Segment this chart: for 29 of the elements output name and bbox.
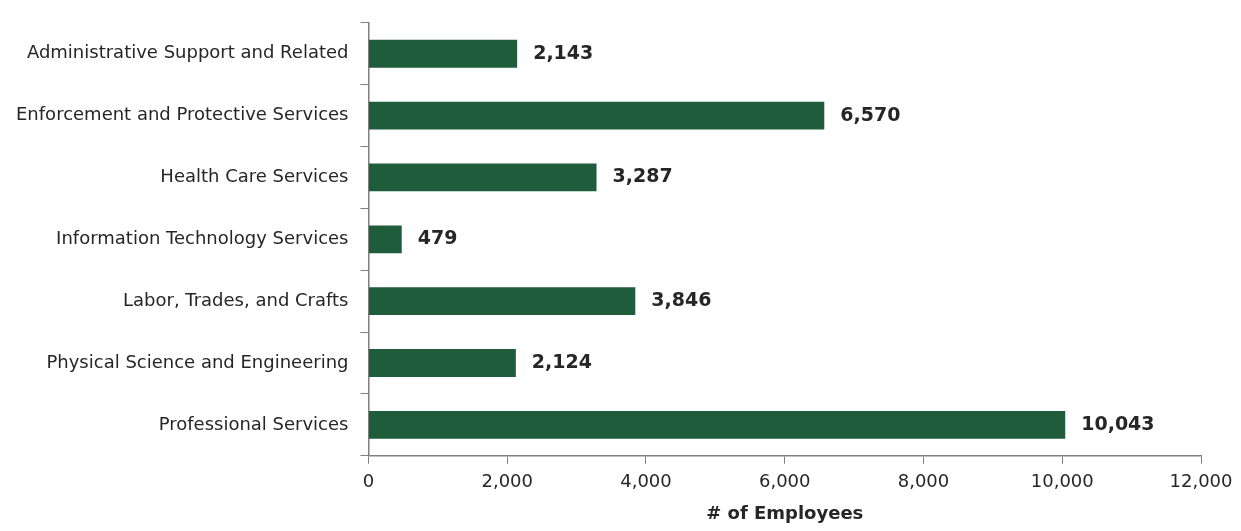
bar xyxy=(368,287,636,316)
data-label: 10,043 xyxy=(1081,411,1155,434)
y-tick-label: Professional Services xyxy=(158,412,349,434)
y-tick-label: Information Technology Services xyxy=(56,226,349,248)
x-tick-label: 0 xyxy=(362,470,375,492)
x-axis-title: # of Employees xyxy=(706,501,864,523)
y-tick-label: Physical Science and Engineering xyxy=(46,350,349,372)
bar xyxy=(368,39,518,68)
y-tick-label: Labor, Trades, and Crafts xyxy=(123,288,349,310)
x-tick-label: 8,000 xyxy=(897,470,950,492)
bar xyxy=(368,163,597,192)
data-label: 6,570 xyxy=(840,102,901,125)
data-label: 2,124 xyxy=(531,349,592,372)
bar xyxy=(368,225,402,254)
data-label: 2,143 xyxy=(533,40,594,63)
x-tick-label: 6,000 xyxy=(758,470,811,492)
x-tick-label: 10,000 xyxy=(1030,470,1094,492)
x-tick-label: 12,000 xyxy=(1169,470,1233,492)
y-tick-label: Administrative Support and Related xyxy=(26,41,349,63)
y-tick-label: Enforcement and Protective Services xyxy=(16,103,349,125)
bar xyxy=(368,410,1066,439)
x-tick-label: 4,000 xyxy=(620,470,672,492)
bar xyxy=(368,101,825,130)
data-label: 3,287 xyxy=(612,164,673,187)
x-tick-label: 2,000 xyxy=(481,470,533,492)
bar xyxy=(368,349,516,377)
data-label: 3,846 xyxy=(651,288,712,311)
y-tick-label: Health Care Services xyxy=(160,165,349,187)
data-label: 479 xyxy=(417,226,458,249)
